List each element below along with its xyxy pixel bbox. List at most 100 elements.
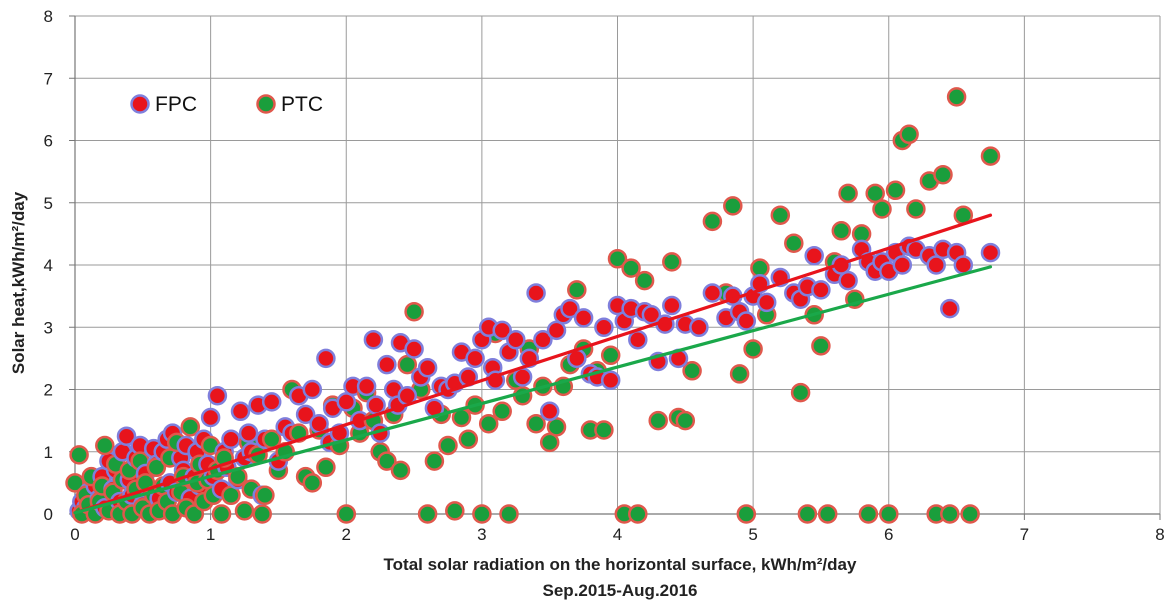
x-tick-label-5: 5 bbox=[748, 525, 757, 544]
data-point-ptc-116 bbox=[723, 196, 743, 216]
data-point-ptc-135 bbox=[865, 183, 885, 204]
data-point-ptc-110 bbox=[662, 252, 682, 272]
data-point-fpc-153 bbox=[980, 242, 1001, 263]
data-point-fpc-137 bbox=[838, 270, 858, 291]
data-point-ptc-118 bbox=[736, 504, 757, 524]
data-point-ptc-72 bbox=[390, 460, 411, 481]
y-axis-title: Solar heat,kWh/m²/day bbox=[9, 191, 28, 374]
data-point-fpc-45 bbox=[221, 429, 241, 450]
data-point-ptc-94 bbox=[539, 432, 560, 453]
data-point-fpc-39 bbox=[200, 407, 221, 428]
data-point-fpc-98 bbox=[533, 329, 553, 350]
data-point-fpc-73 bbox=[377, 354, 397, 375]
data-point-ptc-148 bbox=[960, 504, 980, 524]
data-point-fpc-59 bbox=[295, 404, 316, 425]
data-point-ptc-24 bbox=[146, 457, 167, 478]
data-point-ptc-79 bbox=[438, 435, 458, 456]
data-point-fpc-108 bbox=[600, 370, 621, 390]
x-tick-label-0: 0 bbox=[70, 525, 79, 544]
data-point-ptc-107 bbox=[628, 504, 648, 524]
data-point-ptc-127 bbox=[811, 336, 831, 356]
legend-label-ptc: PTC bbox=[281, 93, 323, 116]
data-point-fpc-107 bbox=[594, 317, 614, 338]
trend-lines bbox=[73, 213, 993, 515]
data-point-fpc-92 bbox=[492, 320, 512, 341]
data-point-ptc-45 bbox=[221, 485, 241, 506]
data-point-ptc-128 bbox=[817, 504, 838, 524]
legend-label-fpc: FPC bbox=[155, 93, 197, 116]
data-point-ptc-117 bbox=[729, 364, 750, 384]
x-tick-label-2: 2 bbox=[342, 525, 351, 544]
data-point-fpc-49 bbox=[238, 423, 259, 443]
data-point-fpc-69 bbox=[356, 376, 377, 397]
legend-marker-fpc bbox=[130, 94, 150, 114]
data-point-ptc-95 bbox=[546, 417, 567, 437]
data-point-ptc-108 bbox=[634, 270, 655, 291]
data-point-ptc-104 bbox=[607, 249, 628, 269]
data-point-fpc-94 bbox=[506, 329, 526, 350]
legend-item-ptc: PTC bbox=[256, 93, 323, 116]
data-point-fpc-14 bbox=[116, 426, 137, 446]
data-point-fpc-112 bbox=[628, 329, 648, 350]
data-point-ptc-61 bbox=[316, 457, 336, 478]
data-point-ptc-131 bbox=[838, 183, 858, 204]
data-point-fpc-70 bbox=[363, 329, 384, 350]
y-tick-label-8: 8 bbox=[44, 7, 53, 26]
data-point-fpc-78 bbox=[404, 339, 424, 359]
data-point-ptc-112 bbox=[675, 410, 696, 431]
data-point-ptc-134 bbox=[858, 504, 879, 524]
tick-labels: 0 1 2 3 4 5 6 7 8 0 1 2 3 4 5 6 7 8 bbox=[44, 7, 1165, 544]
legend-item-fpc: FPC bbox=[130, 93, 197, 116]
data-point-fpc-95 bbox=[512, 367, 533, 387]
data-point-ptc-84 bbox=[472, 504, 492, 524]
data-point-ptc-43 bbox=[211, 504, 232, 524]
x-tick-label-4: 4 bbox=[613, 525, 622, 544]
data-point-fpc-104 bbox=[573, 308, 594, 328]
legend: FPC PTC bbox=[130, 93, 323, 116]
data-point-fpc-117 bbox=[662, 295, 682, 316]
data-point-fpc-71 bbox=[366, 395, 386, 415]
data-point-ptc-102 bbox=[594, 420, 614, 440]
data-point-fpc-61 bbox=[309, 413, 329, 434]
data-point-ptc-77 bbox=[424, 451, 445, 471]
data-point-ptc-138 bbox=[885, 180, 906, 201]
data-point-fpc-133 bbox=[804, 245, 824, 266]
data-point-ptc-137 bbox=[879, 504, 899, 524]
data-point-fpc-114 bbox=[641, 305, 662, 325]
data-point-ptc-82 bbox=[458, 429, 479, 450]
y-tick-label-0: 0 bbox=[44, 505, 53, 524]
data-point-ptc-145 bbox=[940, 504, 960, 524]
data-point-ptc-106 bbox=[621, 258, 641, 278]
data-point-ptc-34 bbox=[180, 417, 201, 437]
data-point-ptc-149 bbox=[980, 146, 1001, 166]
data-point-ptc-136 bbox=[872, 199, 892, 219]
x-tick-label-7: 7 bbox=[1020, 525, 1029, 544]
data-point-ptc-87 bbox=[492, 401, 512, 422]
data-point-ptc-144 bbox=[933, 164, 953, 185]
x-tick-label-1: 1 bbox=[206, 525, 215, 544]
x-axis-title: Total solar radiation on the horizontal … bbox=[384, 555, 857, 574]
data-point-fpc-102 bbox=[560, 298, 580, 319]
data-point-ptc-141 bbox=[906, 199, 926, 219]
data-point-ptc-73 bbox=[397, 354, 418, 375]
trend-line-ptc bbox=[73, 265, 993, 515]
data-point-ptc-85 bbox=[478, 413, 499, 434]
data-point-ptc-51 bbox=[252, 504, 272, 524]
data-point-ptc-59 bbox=[302, 473, 323, 493]
x-tick-label-6: 6 bbox=[884, 525, 893, 544]
data-point-ptc-130 bbox=[831, 221, 852, 241]
data-point-ptc-92 bbox=[526, 413, 546, 434]
data-point-ptc-122 bbox=[770, 205, 791, 225]
y-tick-label-6: 6 bbox=[44, 132, 53, 151]
data-point-fpc-62 bbox=[316, 348, 336, 369]
data-point-ptc-74 bbox=[404, 301, 424, 322]
data-point-ptc-98 bbox=[567, 280, 587, 300]
data-point-ptc-52 bbox=[255, 485, 275, 506]
data-point-fpc-150 bbox=[940, 298, 960, 319]
data-point-ptc-1 bbox=[69, 445, 89, 465]
x-tick-label-3: 3 bbox=[477, 525, 486, 544]
data-point-fpc-128 bbox=[756, 292, 777, 313]
data-point-ptc-0 bbox=[65, 473, 85, 493]
y-tick-label-3: 3 bbox=[44, 318, 53, 337]
